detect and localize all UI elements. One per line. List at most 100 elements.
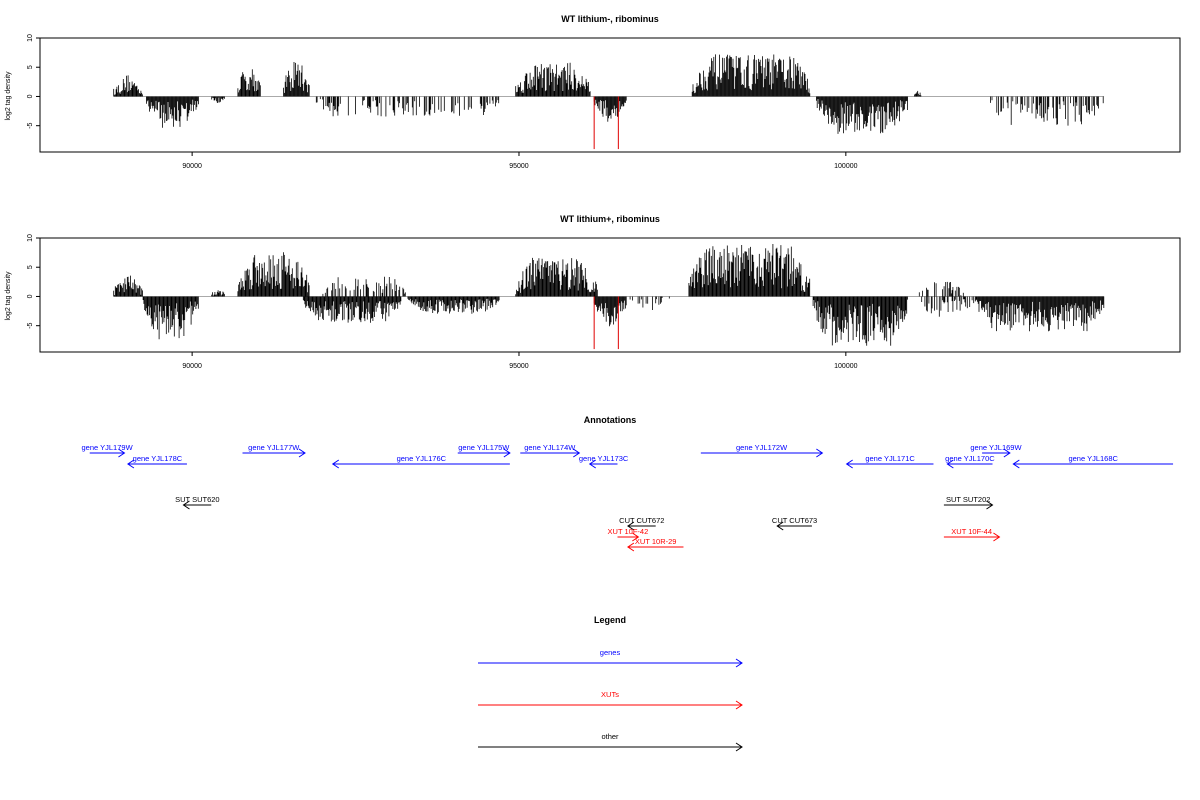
y-tick-label: 0 xyxy=(27,94,34,98)
annotation-feature: gene YJL179W xyxy=(82,443,134,458)
x-axis: 90000 95000 100000 xyxy=(182,352,858,370)
legend: Legend genes XUTs other xyxy=(478,615,743,752)
feature-label: gene YJL170C xyxy=(945,454,995,463)
x-axis: 90000 95000 100000 xyxy=(182,152,858,170)
feature-arrow-head xyxy=(298,448,306,458)
feature-list: gene YJL179W gene YJL178C gene YJL177W gene… xyxy=(82,443,1174,552)
feature-arrow-head xyxy=(331,459,340,469)
legend-title: Legend xyxy=(594,615,626,625)
legend-arrow-head xyxy=(735,742,743,752)
x-tick-label: 90000 xyxy=(182,163,202,170)
feature-label: gene YJL178C xyxy=(133,454,183,463)
plot-frame xyxy=(39,37,1181,153)
feature-arrow-head xyxy=(627,521,635,531)
feature-arrow-head xyxy=(127,459,135,469)
feature-label: gene YJL172W xyxy=(736,443,788,452)
feature-arrow-head xyxy=(845,459,853,469)
annotation-feature: XUT 10R-29 xyxy=(627,537,684,552)
feature-arrow-head xyxy=(588,459,596,469)
x-tick-label: 95000 xyxy=(509,363,529,370)
x-tick-label: 100000 xyxy=(834,363,857,370)
feature-arrow-head xyxy=(986,500,994,510)
annotation-feature: CUT CUT672 xyxy=(619,516,664,531)
annotations-title: Annotations xyxy=(584,415,637,425)
y-tick-label: 5 xyxy=(27,265,34,269)
legend-arrow-head xyxy=(735,658,743,668)
legend-label: other xyxy=(601,732,619,741)
plot-frame xyxy=(39,237,1181,353)
annotation-feature: gene YJL175W xyxy=(457,443,511,458)
x-tick-label: 90000 xyxy=(182,363,202,370)
legend-item: genes xyxy=(478,648,743,668)
annotation-feature: SUT SUT202 xyxy=(943,495,994,510)
annotation-feature: gene YJL171C xyxy=(845,454,934,469)
feature-label: SUT SUT202 xyxy=(946,495,990,504)
annotation-feature: gene YJL172W xyxy=(700,443,824,458)
annotation-feature: gene YJL177W xyxy=(242,443,306,458)
feature-label: gene YJL169W xyxy=(970,443,1022,452)
feature-label: gene YJL176C xyxy=(397,454,447,463)
feature-label: XUT 10F-42 xyxy=(608,527,649,536)
legend-label: XUTs xyxy=(601,690,619,699)
legend-label: genes xyxy=(600,648,621,657)
y-axis-label: log2 tag density xyxy=(5,71,12,121)
annotation-feature: XUT 10F-42 xyxy=(608,527,649,542)
feature-label: gene YJL171C xyxy=(865,454,915,463)
feature-arrow-head xyxy=(1003,448,1011,458)
feature-arrow-head xyxy=(503,448,511,458)
feature-arrow-head xyxy=(946,459,954,469)
annotation-feature: gene YJL173C xyxy=(579,454,629,469)
panel-title: WT lithium+, ribominus xyxy=(560,214,660,224)
y-tick-label: -5 xyxy=(27,122,34,128)
feature-arrow-head xyxy=(118,448,126,458)
feature-arrow-head xyxy=(627,542,635,552)
track-panel-lithium-plus: WT lithium+, ribominus log2 tag density … xyxy=(5,214,1181,370)
feature-arrow-head xyxy=(632,532,640,542)
feature-label: gene YJL173C xyxy=(579,454,629,463)
signal-bars xyxy=(113,54,1105,150)
feature-label: gene YJL179W xyxy=(82,443,134,452)
annotation-feature: CUT CUT673 xyxy=(772,516,817,531)
feature-arrow-head xyxy=(816,448,824,458)
annotation-feature: gene YJL170C xyxy=(945,454,995,469)
annotation-feature: gene YJL178C xyxy=(127,454,187,469)
annotation-feature: gene YJL176C xyxy=(331,454,510,469)
track-panel-lithium-minus: WT lithium-, ribominus log2 tag density … xyxy=(5,14,1181,170)
y-tick-label: 10 xyxy=(27,234,34,242)
feature-label: gene YJL174W xyxy=(524,443,576,452)
annotation-feature: SUT SUT620 xyxy=(175,495,220,510)
y-tick-label: 0 xyxy=(27,294,34,298)
feature-arrow-head xyxy=(993,532,1001,542)
y-tick-label: 5 xyxy=(27,65,34,69)
legend-items: genes XUTs other xyxy=(478,648,743,752)
feature-label: XUT 10R-29 xyxy=(635,537,677,546)
feature-arrow-head xyxy=(1012,459,1020,469)
signal-bars xyxy=(113,244,1105,350)
feature-arrow-head xyxy=(182,500,190,510)
annotation-feature: gene YJL168C xyxy=(1012,454,1174,469)
y-tick-label: 10 xyxy=(27,34,34,42)
legend-item: other xyxy=(478,732,743,752)
annotation-feature: XUT 10F-44 xyxy=(943,527,1001,542)
x-tick-label: 100000 xyxy=(834,163,857,170)
y-axis: 10 5 0 -5 xyxy=(27,34,40,129)
y-tick-label: -5 xyxy=(27,322,34,328)
feature-label: CUT CUT673 xyxy=(772,516,817,525)
panel-title: WT lithium-, ribominus xyxy=(561,14,659,24)
legend-arrow-head xyxy=(735,700,743,710)
annotation-feature: gene YJL174W xyxy=(520,443,581,458)
feature-label: CUT CUT672 xyxy=(619,516,664,525)
y-axis-label: log2 tag density xyxy=(5,271,12,321)
feature-arrow-head xyxy=(776,521,784,531)
annotation-feature: gene YJL169W xyxy=(970,443,1022,458)
y-axis: 10 5 0 -5 xyxy=(27,234,40,329)
legend-item: XUTs xyxy=(478,690,743,710)
feature-arrow-head xyxy=(573,448,581,458)
feature-label: SUT SUT620 xyxy=(175,495,219,504)
x-tick-label: 95000 xyxy=(509,163,529,170)
feature-label: gene YJL177W xyxy=(248,443,300,452)
feature-label: gene YJL175W xyxy=(458,443,510,452)
feature-label: gene YJL168C xyxy=(1068,454,1118,463)
